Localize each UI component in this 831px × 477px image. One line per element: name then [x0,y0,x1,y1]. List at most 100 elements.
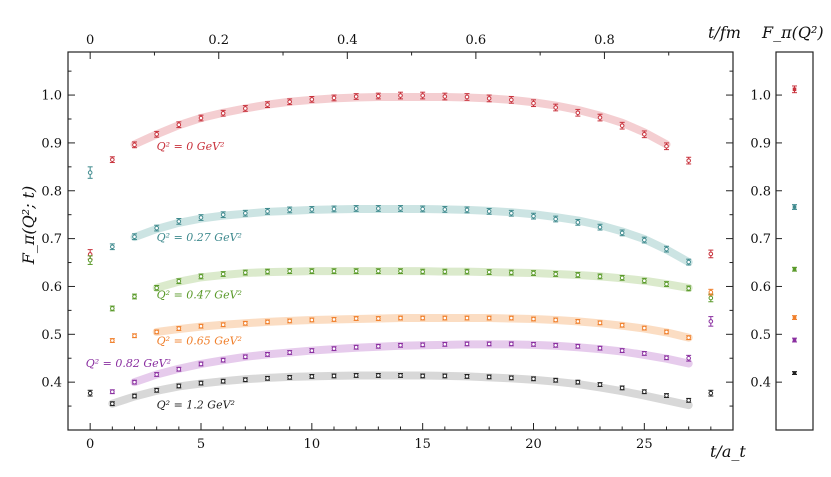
data-point [176,366,182,372]
data-point [242,105,248,112]
point-marker [509,341,514,347]
point-marker [287,99,292,105]
data-point [641,277,647,284]
point-marker [708,319,714,324]
point-marker [353,316,359,321]
data-point [331,268,337,275]
point-marker [642,325,647,331]
inset-y-tick-label: 0.7 [750,232,771,247]
data-point [331,94,337,102]
data-point [198,361,204,367]
data-point [154,224,160,232]
point-marker [132,234,137,239]
data-point [575,318,581,324]
data-point [353,316,359,321]
data-point [464,268,470,275]
data-point [420,91,426,100]
data-point [109,156,115,164]
data-point [486,315,492,321]
point-marker [110,306,115,311]
point-marker [132,379,137,385]
x2-tick-label: 0.6 [466,33,487,48]
data-point [664,281,669,287]
data-point [597,113,603,122]
data-point [220,322,226,328]
data-point [664,142,669,151]
data-point [220,378,226,384]
data-point [154,387,160,393]
data-point [265,101,270,109]
inset-y-tick-label: 0.9 [750,136,771,151]
point-marker [243,106,248,111]
y-tick-label: 0.8 [41,184,62,199]
point-marker [376,343,381,349]
data-point [442,92,448,101]
point-marker [619,123,625,128]
data-point [265,268,270,275]
data-point [198,380,204,386]
point-marker [154,372,159,377]
data-point [442,315,448,321]
y-axis-label: F_π(Q²; t) [19,186,38,266]
data-point [619,348,625,353]
data-point [641,325,647,331]
point-marker [220,212,226,217]
point-marker [642,389,647,395]
data-point [132,393,137,399]
data-point [132,379,137,385]
fit-band [130,204,693,267]
point-marker [331,95,337,101]
fit-band [130,92,671,149]
data-point [553,271,559,277]
data-point [508,269,514,276]
point-marker [509,375,514,381]
data-point [464,93,470,101]
point-marker [531,342,536,347]
data-point [287,206,293,214]
point-marker [198,323,204,329]
data-point [686,335,692,341]
top-axis-label: t/fm [708,23,741,42]
point-marker [87,390,93,396]
x-tick-label: 15 [414,437,431,452]
data-point [575,272,581,278]
data-point [619,274,625,281]
y-tick-label: 0.6 [41,280,62,295]
point-marker [619,385,625,391]
point-marker [376,316,381,321]
point-marker [398,268,403,274]
point-marker [575,319,581,324]
data-point [464,341,470,347]
x-tick-label: 5 [197,437,205,452]
point-marker [619,275,625,281]
data-point [575,108,581,117]
data-point [353,205,359,212]
data-point [309,348,315,353]
point-marker [509,315,514,321]
data-point [398,91,403,100]
point-marker [87,170,93,175]
point-marker [309,97,315,102]
data-point [309,95,315,103]
inset-y-tick-label: 0.5 [750,328,771,343]
data-point [420,205,426,213]
y-tick-label: 1.0 [41,89,62,104]
point-marker [509,97,514,103]
point-marker [220,271,226,277]
point-marker [686,335,691,340]
data-point [531,212,536,220]
data-point [619,121,625,130]
point-marker [110,401,115,406]
point-marker [486,341,492,347]
y-tick-label: 0.9 [41,136,62,151]
point-marker [464,315,470,321]
data-point [331,205,337,213]
point-marker [686,355,691,361]
inset-y-tick-label: 0.6 [750,280,771,295]
point-marker [243,377,248,383]
point-marker [154,387,159,393]
data-point [486,94,492,103]
point-marker [198,380,204,386]
point-marker [110,338,115,343]
point-marker [486,96,492,101]
